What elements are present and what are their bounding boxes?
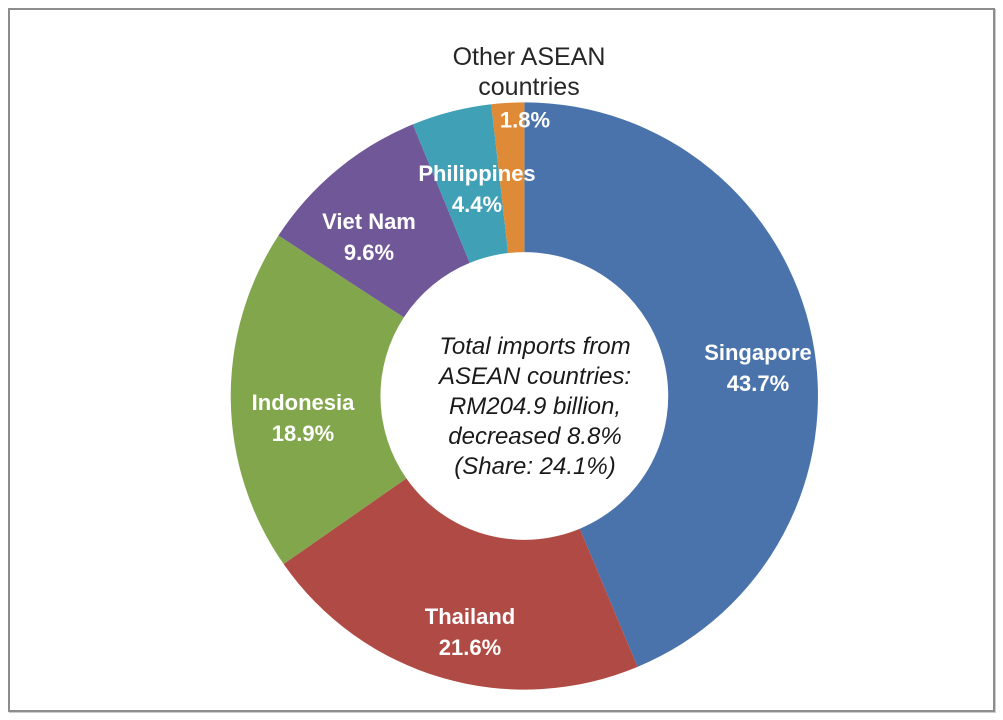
slice-label-indonesia: Indonesia 18.9%	[252, 387, 355, 449]
slice-percent: 18.9%	[271, 421, 335, 446]
slice-percent: 21.6%	[438, 635, 502, 660]
slice-name: Viet Nam	[322, 209, 416, 234]
slice-outside-label-other-asean-countries: Other ASEAN countries	[452, 43, 606, 101]
center-label-line: decreased 8.8%	[448, 423, 622, 450]
slice-name: Philippines	[418, 161, 536, 186]
slice-label-other-asean-countries: 1.8%	[500, 105, 550, 136]
pie-slice-singapore	[524, 102, 818, 667]
slice-percent: 1.8%	[499, 107, 551, 133]
donut-center-label: Total imports from ASEAN countries: RM20…	[439, 332, 631, 482]
slice-label-thailand: Thailand 21.6%	[425, 601, 515, 663]
pie-slice-indonesia	[230, 235, 407, 565]
donut-chart	[230, 102, 818, 690]
center-label-line: Total imports from	[439, 333, 631, 360]
pie-slice-other-asean-countries	[491, 102, 525, 254]
slice-label-viet-nam: Viet Nam 9.6%	[322, 206, 416, 268]
pie-slice-philippines	[412, 104, 509, 263]
slice-label-singapore: Singapore 43.7%	[704, 337, 812, 399]
center-label-line: ASEAN countries:	[438, 363, 632, 390]
slice-name: Singapore	[704, 340, 812, 365]
center-label-line: (Share: 24.1%)	[454, 453, 616, 480]
slice-label-philippines: Philippines 4.4%	[418, 158, 535, 220]
slice-name: Indonesia	[251, 390, 355, 415]
chart-frame: Total imports from ASEAN countries: RM20…	[8, 8, 995, 712]
slice-percent: 43.7%	[726, 371, 790, 396]
slice-name: Thailand	[424, 604, 516, 629]
center-label-line: RM204.9 billion,	[448, 393, 622, 420]
pie-slice-thailand	[283, 478, 638, 690]
slice-percent: 4.4%	[451, 192, 503, 217]
pie-slice-viet-nam	[278, 124, 470, 318]
slice-percent: 9.6%	[343, 240, 395, 265]
